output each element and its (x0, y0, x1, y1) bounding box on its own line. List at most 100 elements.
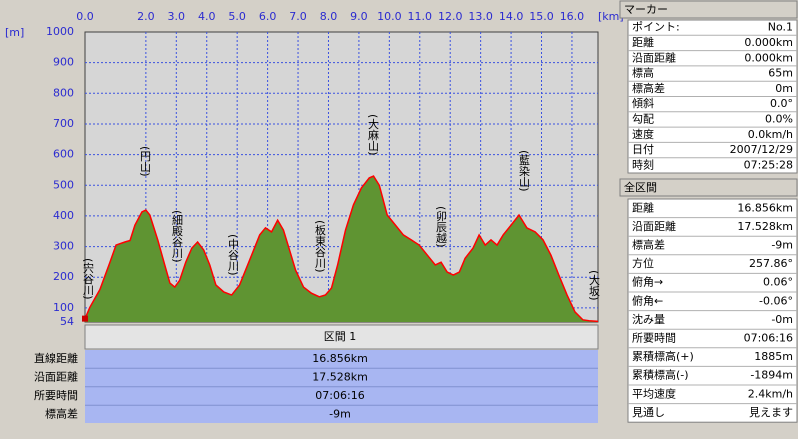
row-label: 累積標高(-) (632, 368, 689, 382)
peak-label: (宍谷川) (82, 258, 95, 300)
x-unit: [km] (598, 10, 624, 23)
row-value: -0m (771, 313, 793, 326)
x-tick-label: 16.0 (560, 10, 585, 23)
x-tick-label: 2.0 (137, 10, 155, 23)
row-value: -9m (771, 239, 793, 252)
section-header (84, 324, 599, 350)
row-value: 2.4km/h (748, 387, 793, 400)
x-tick-label: 9.0 (350, 10, 368, 23)
x-tick-label: 0.0 (76, 10, 94, 23)
row-label: 時刻 (632, 157, 654, 171)
row-value: -9m (329, 408, 351, 421)
row-value: 1885m (754, 350, 793, 363)
row-value: 17.528km (737, 220, 793, 233)
profile-line (84, 175, 599, 323)
peak-label: (中谷川) (227, 234, 240, 276)
x-tick-label: 14.0 (499, 10, 524, 23)
y-tick-label: 500 (53, 178, 74, 191)
row-label: 沿面距離 (632, 50, 676, 64)
y-tick-label: 800 (53, 86, 74, 99)
row-label: 俯角→ (632, 275, 663, 289)
row-value: 見えます (749, 406, 793, 419)
x-tick-label: 8.0 (320, 10, 338, 23)
row-label: 俯角← (632, 293, 663, 307)
peak-label: (藍染山) (518, 150, 531, 192)
row-value: 0.0% (765, 112, 793, 125)
row-value: -1894m (750, 369, 793, 382)
row-label: 所要時間 (34, 389, 78, 402)
row-value: 0.0km/h (748, 128, 793, 141)
section-title: 区間 1 (324, 330, 357, 343)
y-tick-label: 400 (53, 209, 74, 222)
x-tick-label: 3.0 (168, 10, 186, 23)
y-tick-label: 54 (60, 315, 74, 328)
row-label: 沿面距離 (632, 219, 676, 233)
peak-label: (大坂) (588, 270, 601, 301)
row-label: 距離 (632, 35, 654, 49)
marker-title: マーカー (624, 3, 668, 16)
row-value: No.1 (768, 21, 793, 34)
peak-label: (大麻山) (367, 114, 380, 156)
x-tick-label: 15.0 (529, 10, 554, 23)
x-tick-label: 12.0 (438, 10, 463, 23)
y-tick-label: 900 (53, 56, 74, 69)
y-tick-label: 1000 (46, 25, 74, 38)
row-label: 日付 (632, 143, 654, 156)
row-value: 0m (775, 82, 793, 95)
row-value: 0.000km (744, 51, 793, 64)
row-label: 直線距離 (34, 351, 78, 365)
x-tick-label: 13.0 (468, 10, 493, 23)
row-value: 0.000km (744, 36, 793, 49)
row-value: 2007/12/29 (730, 143, 793, 156)
row-value: 0.0° (770, 97, 793, 110)
x-tick-label: 7.0 (289, 10, 307, 23)
peak-label: (卯辰越) (435, 206, 448, 248)
row-label: 標高差 (45, 407, 78, 421)
x-tick-label: 6.0 (259, 10, 277, 23)
row-label: 沿面距離 (34, 370, 78, 384)
marker-point (82, 315, 88, 322)
y-unit: [m] (5, 26, 24, 39)
peak-label: (円山) (139, 146, 152, 177)
x-tick-label: 10.0 (377, 10, 402, 23)
row-label: ポイント: (632, 21, 680, 34)
x-tick-label: 5.0 (228, 10, 246, 23)
row-label: 所要時間 (632, 332, 676, 345)
row-value: 07:06:16 (744, 332, 793, 345)
row-label: 標高差 (632, 238, 665, 252)
row-value: 07:25:28 (744, 158, 793, 171)
row-value: 0.06° (763, 276, 793, 289)
y-tick-label: 100 (53, 301, 74, 314)
row-label: 累積標高(+) (632, 349, 694, 363)
row-value: 16.856km (312, 352, 368, 365)
marker-header (619, 0, 798, 19)
row-label: 方位 (632, 256, 654, 270)
peak-label: (板東谷川) (314, 220, 327, 273)
row-value: 16.856km (737, 201, 793, 214)
peak-label: (細殿谷川) (171, 210, 184, 263)
row-value: 07:06:16 (315, 389, 364, 402)
row-label: 勾配 (632, 112, 654, 125)
row-value: -0.06° (759, 294, 793, 307)
row-value: 65m (768, 67, 793, 80)
y-tick-label: 200 (53, 270, 74, 283)
row-label: 平均速度 (632, 386, 676, 400)
row-label: 見通し (632, 406, 665, 419)
row-label: 距離 (632, 200, 654, 214)
x-tick-label: 11.0 (408, 10, 433, 23)
row-label: 速度 (632, 127, 654, 141)
row-label: 標高 (632, 66, 654, 80)
y-tick-label: 300 (53, 240, 74, 253)
row-label: 標高差 (632, 81, 665, 95)
total-title: 全区間 (624, 180, 657, 194)
x-tick-label: 4.0 (198, 10, 216, 23)
row-value: 257.86° (749, 257, 793, 270)
y-tick-label: 700 (53, 117, 74, 130)
row-value: 17.528km (312, 371, 368, 384)
row-label: 沈み量 (632, 312, 665, 326)
total-header (619, 178, 798, 197)
y-tick-label: 600 (53, 148, 74, 161)
row-label: 傾斜 (632, 96, 654, 110)
